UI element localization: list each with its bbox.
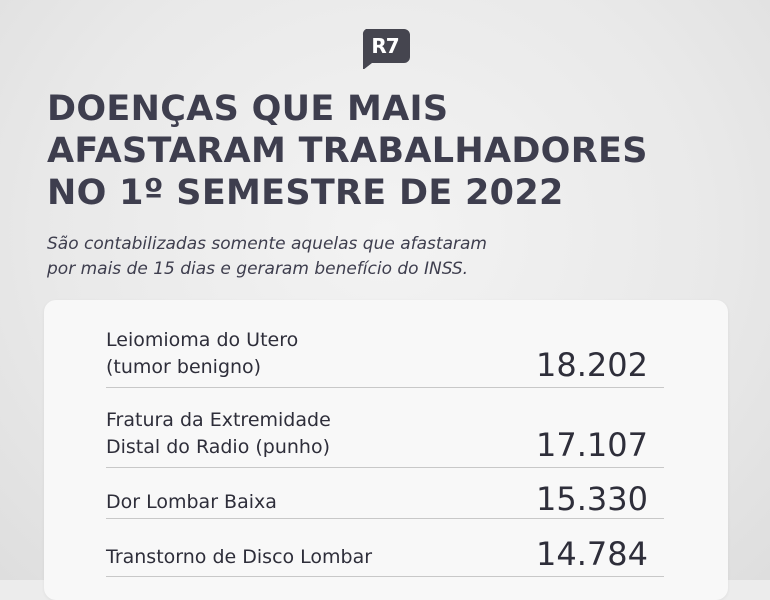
- logo-text: R7: [371, 34, 399, 58]
- subtitle-line: São contabilizadas somente aquelas que a…: [47, 234, 487, 254]
- label-line: Dor Lombar Baixa: [106, 491, 277, 513]
- title-line: AFASTARAM TRABALHADORES: [47, 131, 648, 171]
- speech-bubble-icon: [362, 29, 410, 69]
- disease-label: Fratura da Extremidade Distal do Radio (…: [106, 407, 331, 461]
- label-line: Fratura da Extremidade: [106, 409, 331, 431]
- list-item: Leiomioma do Utero (tumor benigno) 18.20…: [106, 326, 664, 388]
- subtitle-line: por mais de 15 dias e geraram benefício …: [47, 259, 469, 279]
- title-line: NO 1º SEMESTRE DE 2022: [47, 173, 564, 213]
- disease-count: 18.202: [536, 346, 648, 384]
- disease-label: Leiomioma do Utero (tumor benigno): [106, 327, 298, 381]
- label-line: Transtorno de Disco Lombar: [106, 546, 373, 568]
- page-title: DOENÇAS QUE MAIS AFASTARAM TRABALHADORES…: [47, 88, 747, 214]
- disease-count: 14.784: [536, 535, 648, 573]
- ranking-card: [44, 300, 728, 600]
- label-line: (tumor benigno): [106, 356, 262, 378]
- list-item: Dor Lombar Baixa 15.330: [106, 480, 664, 519]
- subtitle: São contabilizadas somente aquelas que a…: [47, 232, 747, 282]
- disease-label: Dor Lombar Baixa: [106, 489, 277, 516]
- label-line: Distal do Radio (punho): [106, 436, 331, 458]
- list-item: Transtorno de Disco Lombar 14.784: [106, 536, 664, 577]
- disease-count: 15.330: [536, 480, 648, 518]
- label-line: Leiomioma do Utero: [106, 329, 299, 351]
- disease-label: Transtorno de Disco Lombar: [106, 544, 372, 571]
- r7-logo: R7: [360, 29, 410, 69]
- disease-count: 17.107: [536, 426, 648, 464]
- title-line: DOENÇAS QUE MAIS: [47, 89, 449, 129]
- list-item: Fratura da Extremidade Distal do Radio (…: [106, 406, 664, 468]
